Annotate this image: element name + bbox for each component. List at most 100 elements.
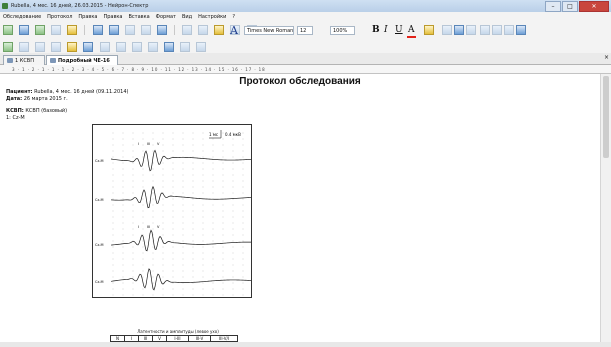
spelling-icon[interactable] bbox=[124, 25, 135, 35]
bold-button[interactable]: B bbox=[372, 25, 380, 35]
underline-button[interactable]: U bbox=[395, 25, 403, 35]
scrollbar-thumb[interactable] bbox=[603, 76, 609, 158]
date-line: Дата: 26 марта 2015 г. bbox=[6, 96, 68, 103]
highlight-icon[interactable] bbox=[424, 25, 434, 35]
insert-curve-icon[interactable] bbox=[3, 42, 13, 52]
grid-dot bbox=[222, 168, 224, 170]
insert-field-2-icon[interactable] bbox=[115, 42, 126, 52]
insert-image-icon[interactable] bbox=[67, 42, 78, 52]
menu-item-settings[interactable]: Настройки bbox=[198, 14, 227, 20]
grid-dot bbox=[202, 210, 204, 212]
grid-dot bbox=[152, 198, 154, 200]
close-tab-icon[interactable]: × bbox=[603, 54, 609, 61]
grid-dot bbox=[132, 258, 134, 260]
insert-marker-icon[interactable] bbox=[35, 42, 46, 52]
menu-item-insert[interactable]: Вставка bbox=[128, 14, 150, 20]
waveform-trace bbox=[110, 149, 251, 172]
grid-dot bbox=[112, 234, 114, 236]
align-right-icon[interactable] bbox=[466, 25, 476, 35]
waveform-trace bbox=[110, 229, 251, 252]
cut-icon[interactable] bbox=[182, 25, 193, 35]
ruler[interactable]: 3 · 1 · 2 · 1 · 1 · 1 · 2 · 3 · 4 · 5 · … bbox=[0, 65, 611, 74]
minimize-button[interactable]: – bbox=[545, 1, 561, 12]
insert-field-5-icon[interactable] bbox=[180, 42, 191, 52]
font-name-select[interactable]: Times New Roman bbox=[244, 26, 294, 35]
replace-icon[interactable] bbox=[140, 25, 151, 35]
grid-dot bbox=[132, 132, 134, 134]
grid-dot bbox=[242, 204, 244, 206]
grid-dot bbox=[162, 144, 164, 146]
paste-icon[interactable] bbox=[214, 25, 225, 35]
grid-dot bbox=[242, 162, 244, 164]
grid-dot bbox=[202, 138, 204, 140]
maximize-button[interactable]: □ bbox=[562, 1, 578, 12]
new-document-icon[interactable] bbox=[3, 25, 13, 35]
insert-field-3-icon[interactable] bbox=[131, 42, 142, 52]
bullets-icon[interactable] bbox=[480, 25, 490, 35]
insert-field-4-icon[interactable] bbox=[147, 42, 158, 52]
copy-icon[interactable] bbox=[198, 25, 209, 35]
font-size-select[interactable]: 12 bbox=[297, 26, 313, 35]
evoked-potential-plot[interactable]: 1 мс 0.4 мкВ Cz-M Cz-M Cz-M Cz-M I III V… bbox=[92, 124, 252, 298]
patient-line: Пациент: Rubella, 4 мес. 16 дней (09.11.… bbox=[6, 89, 128, 96]
grid-dot bbox=[212, 144, 214, 146]
grid-dot bbox=[192, 198, 194, 200]
table-icon[interactable] bbox=[504, 25, 514, 35]
open-icon[interactable] bbox=[19, 25, 30, 35]
insert-graph-icon[interactable] bbox=[163, 42, 174, 52]
grid-dot bbox=[232, 264, 234, 266]
grid-dot bbox=[132, 210, 134, 212]
save-icon[interactable] bbox=[35, 25, 46, 35]
grid-dot bbox=[142, 198, 144, 200]
document-area[interactable]: Протокол обследования Пациент: Rubella, … bbox=[0, 74, 600, 342]
grid-dot bbox=[122, 192, 124, 194]
grid-dot bbox=[122, 150, 124, 152]
close-button[interactable]: ✕ bbox=[579, 1, 609, 12]
insert-table-icon[interactable] bbox=[19, 42, 30, 52]
grid-dot bbox=[122, 180, 124, 182]
insert-field-icon[interactable] bbox=[99, 42, 110, 52]
peak-label: III bbox=[147, 142, 150, 146]
zoom-select[interactable]: 100% bbox=[330, 26, 355, 35]
insert-marker-2-icon[interactable] bbox=[51, 42, 62, 52]
align-left-icon[interactable] bbox=[442, 25, 452, 35]
tab-detailed-report[interactable]: Подробный ЧЕ-16 bbox=[46, 55, 118, 65]
align-center-icon[interactable] bbox=[454, 25, 464, 35]
menu-item-format[interactable]: Формат bbox=[155, 14, 176, 20]
grid-dot bbox=[212, 204, 214, 206]
numbering-icon[interactable] bbox=[492, 25, 502, 35]
grid-dot bbox=[122, 204, 124, 206]
menu-item-edit-2[interactable]: Правка bbox=[103, 14, 123, 20]
grid-dot bbox=[182, 246, 184, 248]
grid-dot bbox=[162, 258, 164, 260]
grid-dot bbox=[142, 186, 144, 188]
font-color-button[interactable]: A bbox=[408, 25, 415, 35]
grid-dot bbox=[132, 246, 134, 248]
menu-item-help[interactable]: ? bbox=[232, 14, 236, 20]
undo-icon[interactable] bbox=[230, 25, 241, 35]
picture-icon[interactable] bbox=[156, 25, 167, 35]
paragraph-icon[interactable] bbox=[516, 25, 526, 35]
font-icon[interactable]: A bbox=[230, 24, 238, 37]
menu-item-protocol[interactable]: Протокол bbox=[47, 14, 73, 20]
find-icon[interactable] bbox=[92, 25, 103, 35]
grid-dot bbox=[172, 168, 174, 170]
menu-item-edit[interactable]: Правка bbox=[78, 14, 98, 20]
italic-button[interactable]: I bbox=[384, 25, 388, 35]
grid-dot bbox=[222, 246, 224, 248]
insert-toolbar bbox=[0, 39, 611, 53]
peak-label: I bbox=[138, 225, 139, 229]
menu-item-study[interactable]: Обследование bbox=[3, 14, 42, 20]
vertical-scrollbar[interactable] bbox=[600, 74, 611, 342]
insert-report-icon[interactable] bbox=[83, 42, 94, 52]
amplitude-scale-label: 0.4 мкВ bbox=[225, 132, 241, 137]
find-next-icon[interactable] bbox=[108, 25, 119, 35]
tab-kvsp[interactable]: 1 КСВП bbox=[3, 55, 45, 65]
print-preview-icon[interactable] bbox=[67, 25, 78, 35]
insert-field-6-icon[interactable] bbox=[196, 42, 207, 52]
menu-item-view[interactable]: Вид bbox=[181, 14, 193, 20]
print-icon[interactable] bbox=[51, 25, 62, 35]
grid-dot bbox=[232, 204, 234, 206]
grid-dot bbox=[142, 270, 144, 272]
grid-dot bbox=[172, 156, 174, 158]
